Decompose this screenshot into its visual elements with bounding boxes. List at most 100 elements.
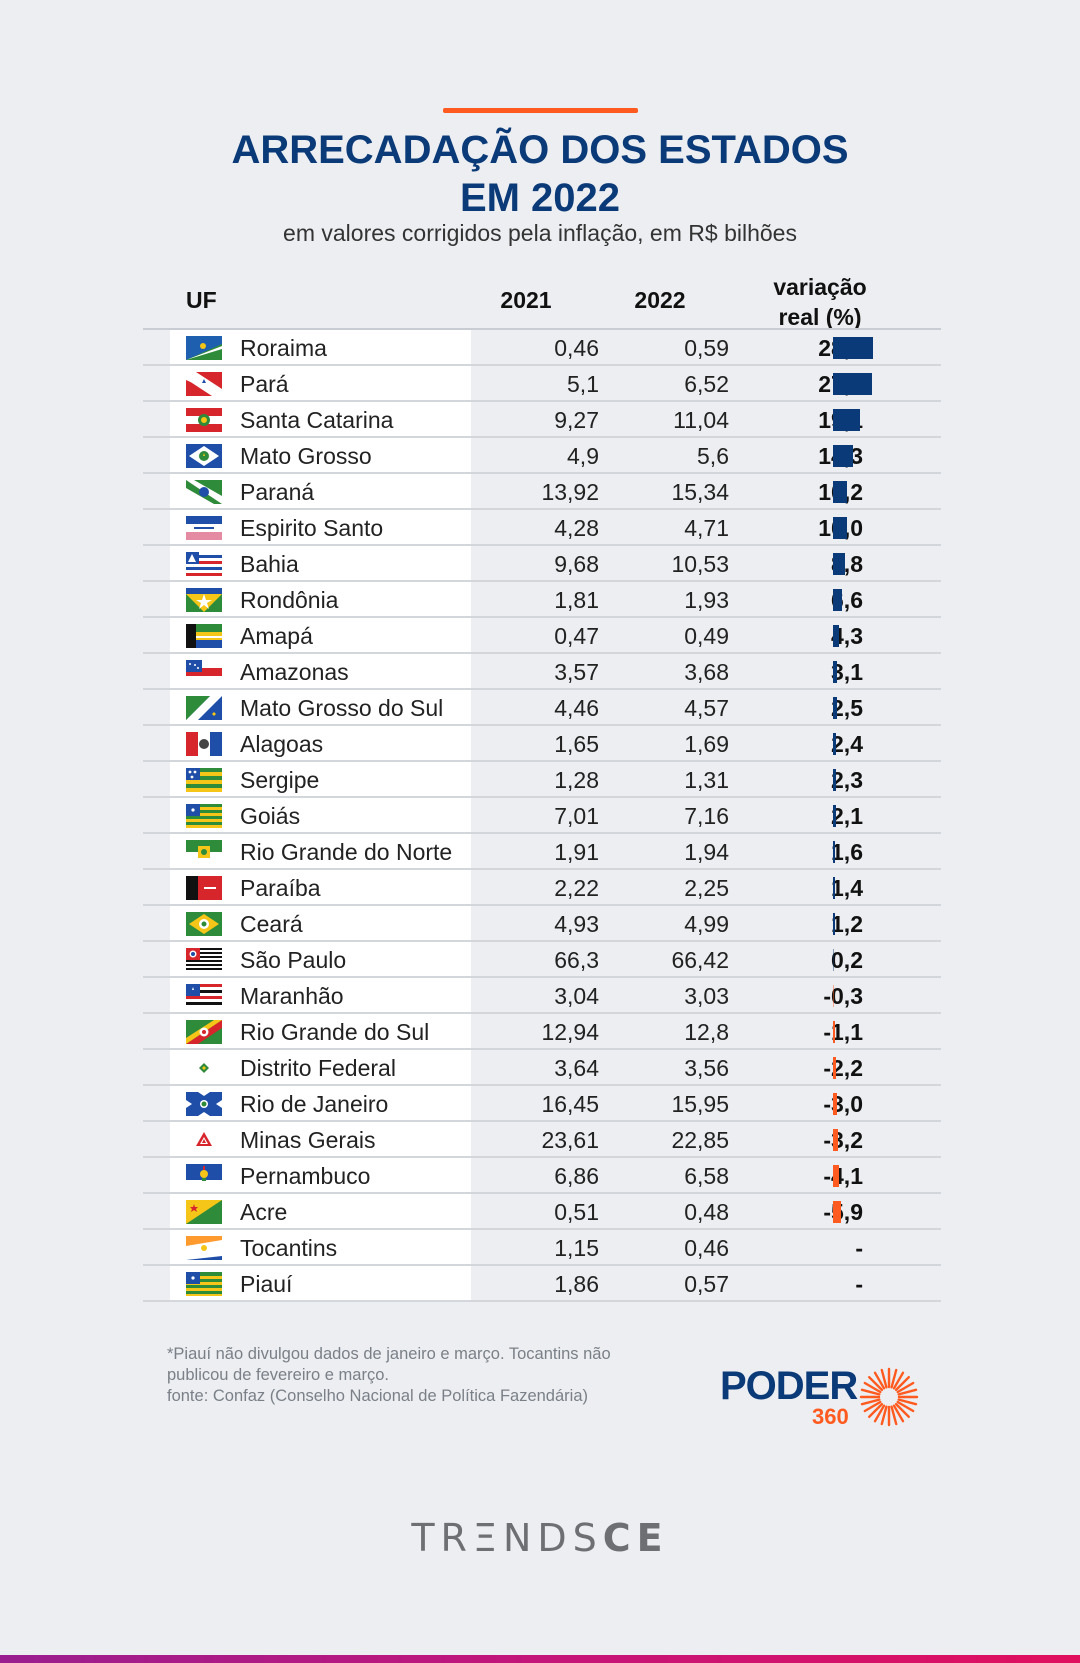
source-note: fonte: Confaz (Conselho Nacional de Polí… — [167, 1387, 588, 1405]
variation-bar — [833, 409, 860, 431]
state-name: Espirito Santo — [240, 515, 384, 541]
ceara-flag-icon — [186, 912, 222, 936]
variation-bar — [833, 877, 835, 899]
trendsce-watermark: TRΞNDSCE — [0, 1516, 1080, 1560]
parana-flag-icon — [186, 480, 222, 504]
variation-bar — [833, 1093, 838, 1115]
state-name: Maranhão — [240, 983, 344, 1009]
roraima-flag-icon — [186, 336, 222, 360]
value-2022: 4,57 — [684, 695, 729, 721]
column-header-variation: variação real (%) — [760, 272, 880, 332]
table-row-maranhao: Maranhão 3,04 3,03 -0,3 — [143, 978, 941, 1014]
state-name: Santa Catarina — [240, 407, 394, 433]
state-name: Distrito Federal — [240, 1055, 396, 1081]
value-2022: 1,94 — [684, 839, 729, 865]
variation-bar — [833, 445, 854, 467]
variation-label: 10,0 — [763, 510, 863, 546]
variation-bar — [833, 985, 834, 1007]
alagoas-flag-icon — [186, 732, 222, 756]
value-2021: 0,51 — [554, 1199, 599, 1225]
state-name: Bahia — [240, 551, 299, 577]
variation-bar — [833, 373, 873, 395]
value-2021: 4,9 — [567, 443, 599, 469]
table-row-pernambuco: Pernambuco 6,86 6,58 -4,1 — [143, 1158, 941, 1194]
variation-label: - — [855, 1271, 863, 1297]
value-2021: 4,46 — [554, 695, 599, 721]
variation-bar — [833, 841, 836, 863]
variation-label: 3,1 — [831, 659, 863, 685]
table-row-espirito-santo: Espirito Santo 4,28 4,71 10,0 — [143, 510, 941, 546]
variation-label: 4,3 — [831, 623, 863, 649]
variation-bar — [833, 1057, 837, 1079]
state-name: Minas Gerais — [240, 1127, 376, 1153]
variation-label: 10,2 — [763, 474, 863, 510]
variation-label: 1,6 — [831, 839, 863, 865]
value-2022: 0,59 — [684, 335, 729, 361]
column-header-2021: 2021 — [500, 287, 552, 313]
rio-grande-do-norte-flag-icon — [186, 840, 222, 864]
state-name: Alagoas — [240, 731, 324, 757]
variation-label: 2,1 — [831, 803, 863, 829]
value-2021: 3,64 — [554, 1055, 599, 1081]
value-2022: 66,42 — [671, 947, 729, 973]
chart-subtitle: em valores corrigidos pela inflação, em … — [283, 220, 797, 246]
value-2021: 5,1 — [567, 371, 599, 397]
tocantins-flag-icon — [186, 1236, 222, 1260]
value-2022: 3,68 — [684, 659, 729, 685]
variation-label: 2,4 — [831, 731, 863, 757]
data-table: Roraima0,460,5928,3Pará5,16,5227,8Santa … — [143, 330, 941, 1302]
value-2022: 2,25 — [684, 875, 729, 901]
value-2022: 10,53 — [671, 551, 729, 577]
value-2021: 1,15 — [554, 1235, 599, 1261]
value-2022: 6,52 — [684, 371, 729, 397]
variation-label: -3,0 — [823, 1091, 863, 1117]
state-name: Paraíba — [240, 875, 321, 901]
value-2021: 1,65 — [554, 731, 599, 757]
value-2022: 7,16 — [684, 803, 729, 829]
value-2021: 1,28 — [554, 767, 599, 793]
table-row-sao-paulo: São Paulo 66,3 66,42 0,2 — [143, 942, 941, 978]
value-2022: 22,85 — [671, 1127, 729, 1153]
table-row-bahia: Bahia 9,68 10,53 8,8 — [143, 546, 941, 582]
variation-bar — [833, 1129, 838, 1151]
mato-grosso-do-sul-flag-icon — [186, 696, 222, 720]
value-2021: 3,57 — [554, 659, 599, 685]
value-2021: 0,46 — [554, 335, 599, 361]
amapa-flag-icon — [186, 624, 222, 648]
variation-bar — [833, 517, 848, 539]
variation-bar — [833, 1201, 842, 1223]
state-name: Acre — [240, 1199, 288, 1225]
state-name: Paraná — [240, 479, 315, 505]
variation-bar — [833, 913, 835, 935]
paraiba-flag-icon — [186, 876, 222, 900]
rio-grande-do-sul-flag-icon — [186, 1020, 222, 1044]
table-row-acre: Acre 0,51 0,48 -5,9 — [143, 1194, 941, 1230]
table-row-rondonia: Rondônia 1,81 1,93 6,6 — [143, 582, 941, 618]
chart-title-line1: ARRECADAÇÃO DOS ESTADOS — [231, 128, 849, 172]
variation-label: 2,5 — [831, 695, 863, 721]
watermark-mid: NDS — [502, 1516, 603, 1560]
table-row-rio-grande-do-norte: Rio Grande do Norte 1,91 1,94 1,6 — [143, 834, 941, 870]
value-2022: 5,6 — [697, 443, 729, 469]
variation-bar — [833, 805, 836, 827]
sergipe-flag-icon — [186, 768, 222, 792]
maranhao-flag-icon — [186, 984, 222, 1008]
acre-flag-icon — [186, 1200, 222, 1224]
variation-label: 6,6 — [831, 587, 863, 613]
variation-bar — [833, 481, 848, 503]
table-row-sergipe: Sergipe 1,28 1,31 2,3 — [143, 762, 941, 798]
value-2021: 13,92 — [541, 479, 599, 505]
value-2022: 1,93 — [684, 587, 729, 613]
column-header-uf: UF — [186, 287, 217, 313]
poder360-logo: PODER 360 — [720, 1364, 920, 1434]
table-row-mato-grosso-do-sul: Mato Grosso do Sul 4,46 4,57 2,5 — [143, 690, 941, 726]
variation-bar — [833, 337, 873, 359]
state-name: Sergipe — [240, 767, 320, 793]
value-2022: 1,31 — [684, 767, 729, 793]
value-2022: 3,56 — [684, 1055, 729, 1081]
variation-bar — [833, 1165, 839, 1187]
bahia-flag-icon — [186, 552, 222, 576]
table-row-minas-gerais: Minas Gerais 23,61 22,85 -3,2 — [143, 1122, 941, 1158]
